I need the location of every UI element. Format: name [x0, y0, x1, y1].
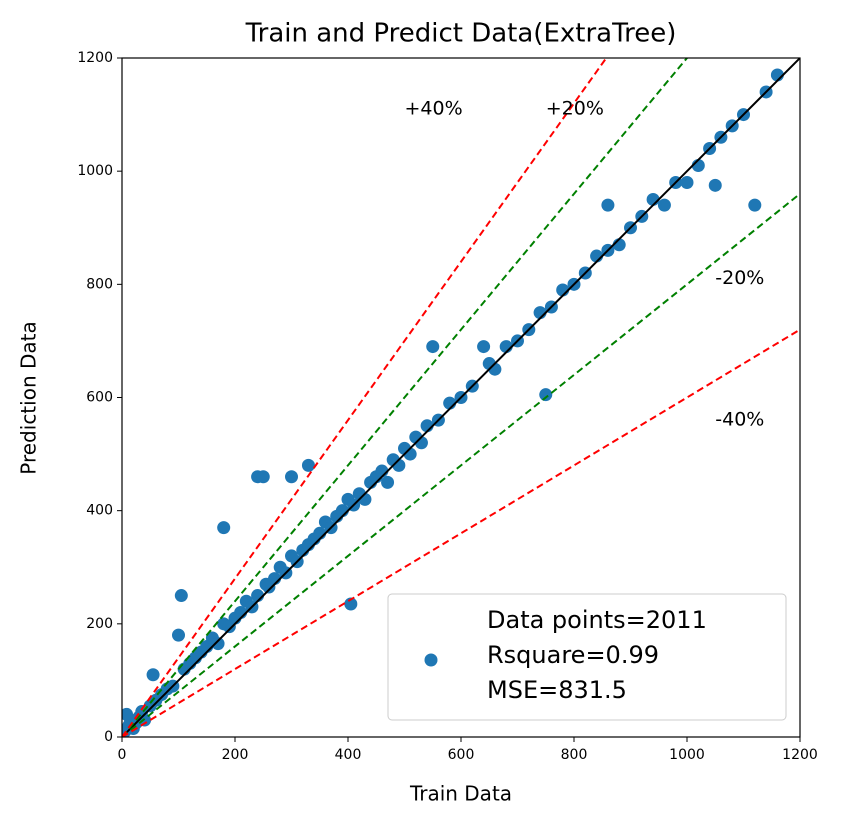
x-tick-label: 400	[335, 747, 362, 763]
y-tick-label: 1200	[77, 50, 113, 66]
data-point	[477, 340, 491, 354]
data-point	[657, 198, 671, 212]
data-point	[708, 178, 722, 192]
data-point	[256, 470, 270, 484]
annotation: -20%	[715, 267, 764, 289]
data-point	[285, 470, 298, 484]
reference-line	[122, 58, 608, 737]
x-tick-label: 0	[118, 747, 127, 763]
data-point	[748, 198, 762, 212]
reference-line	[122, 193, 800, 737]
y-tick-label: 400	[86, 503, 113, 519]
y-axis-label: Prediction Data	[17, 321, 41, 474]
plot-area	[122, 58, 800, 737]
annotation: +40%	[405, 97, 463, 119]
y-tick-label: 600	[86, 390, 113, 406]
legend: Data points=2011 Rsquare=0.99 MSE=831.5	[387, 593, 787, 721]
legend-box	[387, 593, 787, 721]
legend-marker	[424, 653, 438, 667]
y-tick-label: 200	[86, 616, 113, 632]
chart-title: Train and Predict Data(ExtraTree)	[245, 19, 677, 49]
data-point	[680, 175, 694, 189]
y-tick-label: 0	[104, 729, 113, 745]
data-point	[539, 388, 553, 402]
reference-line	[122, 58, 800, 737]
annotation: +20%	[546, 97, 604, 119]
data-point	[217, 521, 231, 535]
x-tick-label: 1000	[669, 747, 705, 763]
data-point	[381, 475, 395, 489]
x-tick-label: 1200	[782, 747, 818, 763]
x-axis-label: Train Data	[409, 782, 512, 806]
data-point	[146, 668, 160, 682]
y-tick-label: 1000	[77, 163, 113, 179]
data-point	[601, 198, 615, 212]
y-tick-label: 800	[86, 276, 113, 292]
data-point	[174, 589, 188, 603]
data-point	[211, 637, 225, 651]
data-point	[301, 458, 315, 472]
x-tick-label: 800	[561, 747, 588, 763]
data-point	[172, 628, 185, 642]
annotation: -40%	[715, 409, 764, 431]
reference-line	[122, 58, 689, 737]
data-point	[426, 340, 440, 354]
legend-label: Data points=2011 Rsquare=0.99 MSE=831.5	[487, 606, 707, 704]
x-tick-label: 200	[222, 747, 249, 763]
x-tick-label: 600	[448, 747, 475, 763]
data-point	[344, 597, 358, 611]
